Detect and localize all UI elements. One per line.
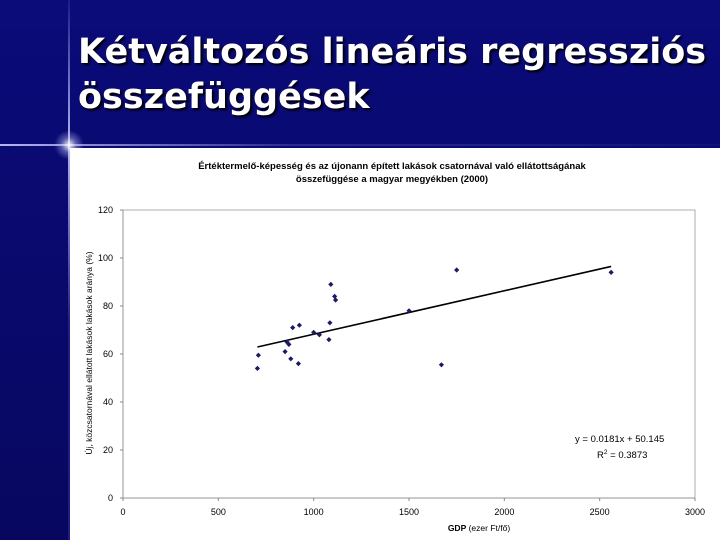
x-tick-label: 0 — [120, 507, 125, 517]
slide-title: Kétváltozós lineáris regressziós összefü… — [78, 30, 708, 120]
scatter-chart: Értéktermelő-képesség és az újonann épít… — [84, 161, 705, 533]
data-point — [454, 267, 460, 273]
trendline-group — [257, 265, 612, 348]
decorative-horizontal-line — [0, 144, 720, 146]
x-tick-label: 2500 — [590, 507, 610, 517]
data-point — [255, 352, 261, 358]
data-point — [284, 339, 290, 345]
y-tick-label: 0 — [108, 493, 113, 503]
chart-title-line-2: összefüggése a magyar megyékben (2000) — [296, 174, 488, 185]
x-axis-label-bold: GDP — [448, 523, 467, 533]
data-point — [438, 362, 445, 368]
data-point — [332, 293, 338, 299]
x-tick-label: 1500 — [399, 507, 419, 517]
y-tick-label: 100 — [98, 253, 113, 263]
y-tick-label: 20 — [103, 445, 113, 455]
chart-title-line-1: Értéktermelő-képesség és az újonann épít… — [198, 161, 586, 172]
data-point — [328, 281, 334, 287]
data-point — [295, 361, 302, 367]
r-squared-superscript: 2 — [604, 449, 608, 456]
axis-ticks: 0 500 1000 1500 2000 2500 3000 0 20 40 60 80 100 120 — [98, 205, 705, 517]
trendline — [257, 265, 612, 348]
r-squared-label: R2 = 0.3873 — [597, 449, 647, 461]
r-squared-prefix: R — [597, 450, 604, 461]
y-tick-label: 40 — [103, 397, 113, 407]
slide-title-line-2: összefüggések — [78, 77, 370, 117]
data-point — [327, 320, 333, 326]
data-point — [290, 325, 296, 331]
data-point — [608, 269, 614, 275]
x-axis-label-rest: (ezer Ft/fő) — [466, 523, 510, 533]
y-tick-label: 120 — [98, 205, 113, 215]
x-tick-label: 3000 — [685, 507, 705, 517]
data-point — [282, 349, 288, 355]
data-point — [332, 297, 339, 303]
x-axis-label: GDP (ezer Ft/fő) — [448, 523, 511, 533]
data-point — [254, 365, 261, 371]
y-tick-label: 60 — [103, 349, 113, 359]
data-point — [288, 356, 294, 362]
data-point — [316, 332, 322, 338]
x-tick-label: 2000 — [494, 507, 514, 517]
data-point — [326, 337, 332, 343]
y-tick-label: 80 — [103, 301, 113, 311]
regression-equation: y = 0.0181x + 50.145 — [575, 434, 664, 445]
x-tick-label: 1000 — [304, 507, 324, 517]
y-axis-label: Új, közcsatornával ellátott lakások laká… — [84, 251, 94, 454]
x-tick-label: 500 — [211, 507, 226, 517]
r-squared-value: = 0.3873 — [608, 450, 648, 461]
chart-panel: Értéktermelő-képesség és az újonann épít… — [70, 148, 720, 540]
decorative-vertical-line — [68, 0, 70, 540]
data-points — [254, 267, 614, 371]
data-point — [406, 308, 412, 314]
slide-title-line-1: Kétváltozós lineáris regressziós — [78, 32, 707, 72]
data-point — [296, 322, 302, 328]
